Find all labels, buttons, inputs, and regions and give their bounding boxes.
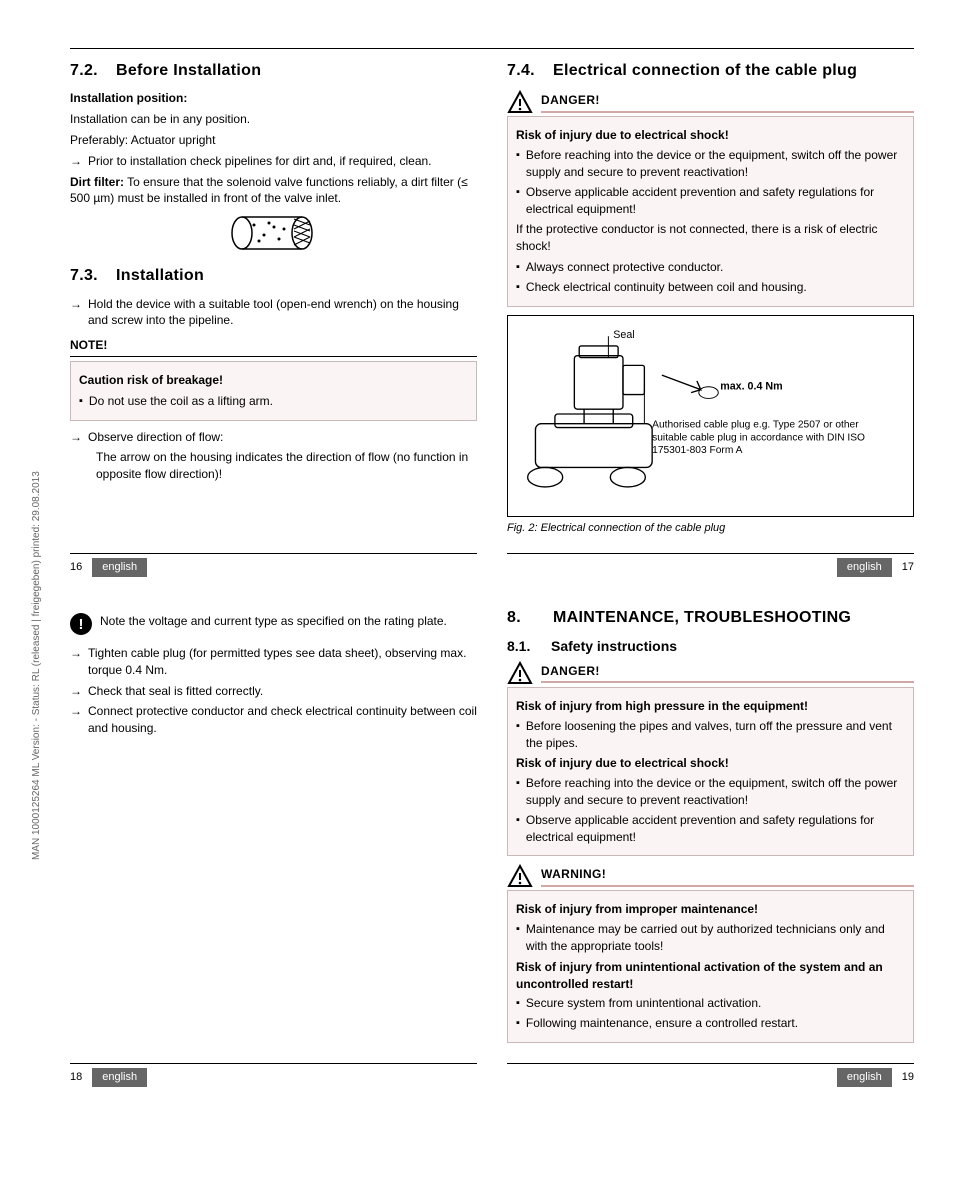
danger-label: DANGER! [541,92,914,113]
install-position-label: Installation position: [70,90,477,107]
page-19: 8. MAINTENANCE, TROUBLESHOOTING 8.1. Saf… [507,607,914,1087]
heading-8: 8. MAINTENANCE, TROUBLESHOOTING [507,607,914,629]
page-17: 7.4. Electrical connection of the cable … [507,60,914,577]
info-note: ! Note the voltage and current type as s… [70,613,477,635]
arrow-item: →Check that seal is fitted correctly. [70,683,477,700]
page-18: ! Note the voltage and current type as s… [70,607,477,1087]
arrow-item: →Prior to installation check pipelines f… [70,153,477,170]
bullet-item: ▪Maintenance may be carried out by autho… [516,921,905,955]
bullet-item: ▪Before reaching into the device or the … [516,147,905,181]
page-footer: english 19 [507,1063,914,1087]
bullet-item: ▪Following maintenance, ensure a control… [516,1015,905,1032]
bullet-item: ▪Always connect protective conductor. [516,259,905,276]
bullet-item: ▪Do not use the coil as a lifting arm. [79,393,468,410]
dirt-filter-icon [224,211,324,255]
heading-8-1: 8.1. Safety instructions [507,637,914,657]
figure-caption: Fig. 2: Electrical connection of the cab… [507,521,914,536]
torque-label: max. 0.4 Nm [720,380,782,392]
install-position-text: Installation can be in any position. [70,111,477,128]
bullet-item: ▪Observe applicable accident prevention … [516,812,905,846]
figure-2-box: Seal max. 0.4 Nm Authorised cable plug e… [507,315,914,518]
language-badge: english [837,1068,892,1087]
warning-box: Risk of injury from improper maintenance… [507,890,914,1043]
page-16: 7.2. Before Installation Installation po… [70,60,477,577]
arrow-item: →Observe direction of flow: [70,429,477,446]
arrow-item: →Connect protective conductor and check … [70,703,477,737]
valve-diagram-icon: Seal max. 0.4 Nm Authorised cable plug e… [516,324,905,504]
danger-label: DANGER! [541,663,914,684]
language-badge: english [92,1068,147,1087]
heading-7-3: 7.3. Installation [70,265,477,287]
page-footer: english 17 [507,553,914,577]
note-header: NOTE! [70,337,477,357]
heading-7-4: 7.4. Electrical connection of the cable … [507,60,914,82]
bullet-item: ▪Observe applicable accident prevention … [516,184,905,218]
bullet-item: ▪Secure system from unintentional activa… [516,995,905,1012]
danger-box: Risk of injury from high pressure in the… [507,687,914,856]
page-footer: 16 english [70,553,477,577]
language-badge: english [92,558,147,577]
page-footer: 18 english [70,1063,477,1087]
install-position-pref: Preferably: Actuator upright [70,132,477,149]
warning-triangle-icon [507,661,533,685]
cable-plug-text: Authorised cable plug e.g. Type 2507 or … [652,418,895,456]
arrow-item: →Hold the device with a suitable tool (o… [70,296,477,330]
seal-label: Seal [613,329,634,341]
heading-7-2: 7.2. Before Installation [70,60,477,82]
side-meta-text: MAN 1000125264 ML Version: - Status: RL … [30,471,44,860]
flow-direction-text: The arrow on the housing indicates the d… [70,449,477,483]
danger-box: Risk of injury due to electrical shock! … [507,116,914,306]
warning-label: WARNING! [541,866,914,887]
info-icon: ! [70,613,92,635]
warning-triangle-icon [507,864,533,888]
warning-triangle-icon [507,90,533,114]
bullet-item: ▪Before loosening the pipes and valves, … [516,718,905,752]
dirt-filter-text: Dirt filter: To ensure that the solenoid… [70,174,477,208]
bullet-item: ▪Before reaching into the device or the … [516,775,905,809]
language-badge: english [837,558,892,577]
bullet-item: ▪Check electrical continuity between coi… [516,279,905,296]
note-box: Caution risk of breakage! ▪Do not use th… [70,361,477,421]
arrow-item: →Tighten cable plug (for permitted types… [70,645,477,679]
